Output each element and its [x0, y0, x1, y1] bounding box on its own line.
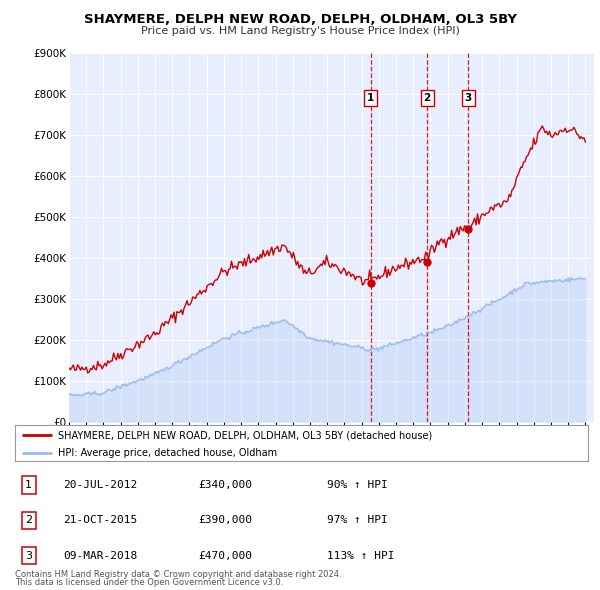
Text: HPI: Average price, detached house, Oldham: HPI: Average price, detached house, Oldh…	[58, 448, 277, 458]
Text: Price paid vs. HM Land Registry's House Price Index (HPI): Price paid vs. HM Land Registry's House …	[140, 26, 460, 36]
Text: 3: 3	[25, 551, 32, 560]
Text: This data is licensed under the Open Government Licence v3.0.: This data is licensed under the Open Gov…	[15, 578, 283, 587]
Text: 1: 1	[367, 93, 374, 103]
Text: 3: 3	[464, 93, 472, 103]
Text: 20-JUL-2012: 20-JUL-2012	[63, 480, 137, 490]
Text: 97% ↑ HPI: 97% ↑ HPI	[327, 516, 388, 525]
Text: Contains HM Land Registry data © Crown copyright and database right 2024.: Contains HM Land Registry data © Crown c…	[15, 570, 341, 579]
Text: SHAYMERE, DELPH NEW ROAD, DELPH, OLDHAM, OL3 5BY (detached house): SHAYMERE, DELPH NEW ROAD, DELPH, OLDHAM,…	[58, 430, 432, 440]
Text: £390,000: £390,000	[198, 516, 252, 525]
Text: 113% ↑ HPI: 113% ↑ HPI	[327, 551, 395, 560]
Text: £340,000: £340,000	[198, 480, 252, 490]
Text: 2: 2	[25, 516, 32, 525]
Text: SHAYMERE, DELPH NEW ROAD, DELPH, OLDHAM, OL3 5BY: SHAYMERE, DELPH NEW ROAD, DELPH, OLDHAM,…	[83, 13, 517, 26]
Text: 09-MAR-2018: 09-MAR-2018	[63, 551, 137, 560]
Text: 1: 1	[25, 480, 32, 490]
Text: 2: 2	[424, 93, 431, 103]
Text: £470,000: £470,000	[198, 551, 252, 560]
Text: 90% ↑ HPI: 90% ↑ HPI	[327, 480, 388, 490]
Text: 21-OCT-2015: 21-OCT-2015	[63, 516, 137, 525]
